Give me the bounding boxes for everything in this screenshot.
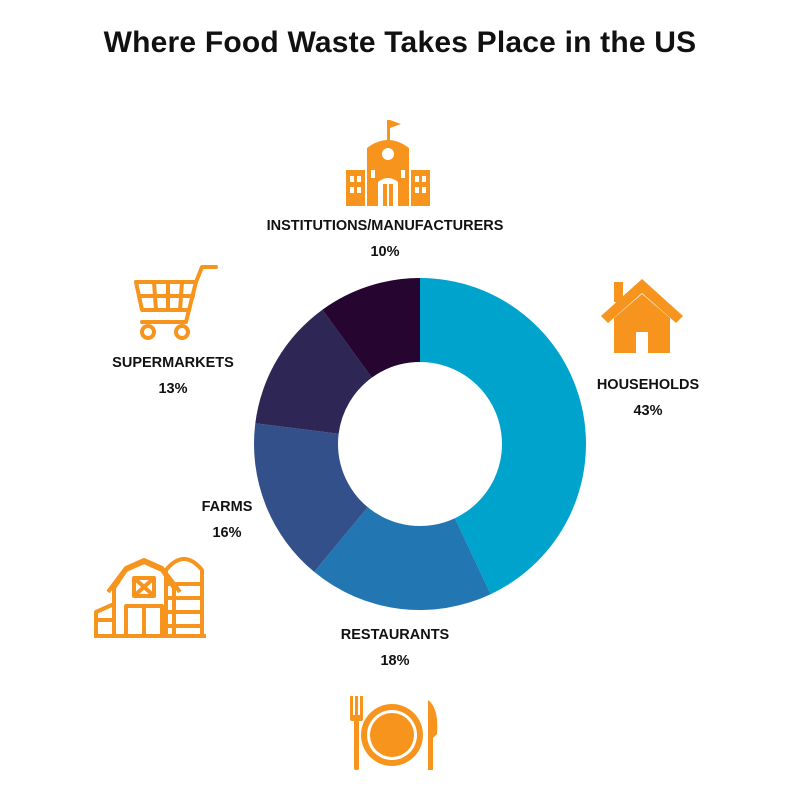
slice-farms — [253, 423, 368, 572]
label-restaurants-value: 18% — [380, 653, 410, 669]
label-supermarkets-name: SUPERMARKETS — [112, 355, 234, 371]
label-supermarkets-value: 13% — [158, 381, 188, 397]
label-institutions: INSTITUTIONS/MANUFACTURERS 10% — [235, 213, 535, 265]
label-restaurants: RESTAURANTS 18% — [315, 622, 475, 674]
label-households: HOUSEHOLDS 43% — [578, 372, 718, 424]
label-farms-name: FARMS — [201, 499, 253, 515]
label-institutions-value: 10% — [370, 244, 400, 260]
label-households-name: HOUSEHOLDS — [596, 377, 700, 393]
slice-restaurants — [314, 507, 491, 610]
label-households-value: 43% — [633, 403, 663, 419]
barn-silo-icon — [94, 557, 206, 638]
plate-cutlery-icon — [350, 696, 438, 770]
house-icon — [601, 279, 683, 353]
label-supermarkets: SUPERMARKETS 13% — [98, 350, 248, 402]
slice-institutions-manufacturers — [322, 278, 420, 378]
label-farms: FARMS 16% — [172, 494, 282, 546]
shopping-cart-icon — [134, 265, 218, 340]
slice-supermarkets — [255, 309, 372, 434]
donut-slices — [253, 278, 586, 610]
school-building-icon — [346, 120, 430, 206]
label-farms-value: 16% — [212, 525, 242, 541]
label-restaurants-name: RESTAURANTS — [340, 627, 450, 643]
label-institutions-name: INSTITUTIONS/MANUFACTURERS — [266, 218, 504, 234]
chart-title: Where Food Waste Takes Place in the US — [103, 26, 697, 59]
slice-households — [420, 278, 586, 595]
